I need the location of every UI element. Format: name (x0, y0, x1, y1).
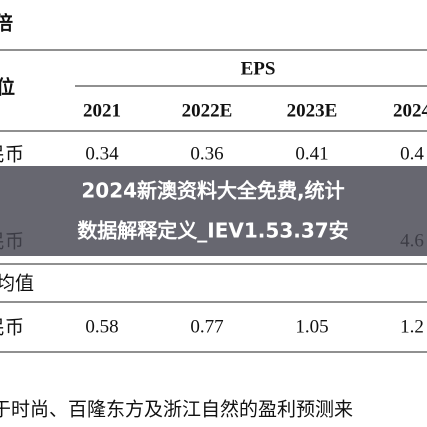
cell: 1.2 (400, 316, 424, 337)
banner-line: 数据解释定义_IEV1.53.37安 (77, 219, 348, 243)
cell: 1.05 (295, 316, 328, 337)
banner-line: 2024新澳资料大全免费,统计 (81, 179, 344, 203)
heading: 倍 (0, 12, 13, 35)
column-header: 2021 (83, 100, 121, 121)
row-label: 民币 (0, 317, 24, 339)
cell: 0.36 (190, 143, 223, 164)
column-header: 2022E (182, 100, 233, 121)
cell: 0.41 (295, 143, 328, 164)
banner (0, 166, 427, 256)
cell: 0.58 (85, 316, 118, 337)
row-label: 民币 (0, 144, 24, 166)
cell: 0.34 (85, 143, 119, 164)
footnote: 于时尚、百隆东方及浙江自然的盈利预测来 (0, 399, 353, 421)
unit-label: 位 (0, 76, 15, 99)
group-header: EPS (241, 58, 276, 79)
row-label: 均值 (0, 273, 34, 295)
column-header: 2023E (287, 100, 338, 121)
cell: 0.77 (190, 316, 223, 337)
cell: 0.4 (400, 143, 424, 164)
column-header: 2024 (393, 100, 427, 121)
